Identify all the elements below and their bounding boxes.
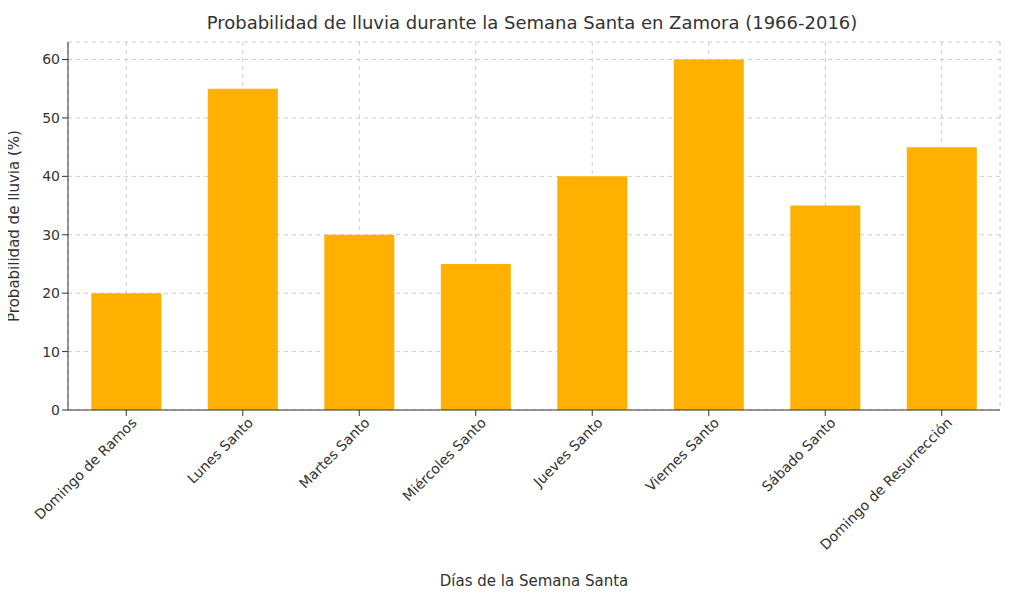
svg-text:50: 50 <box>42 110 60 126</box>
svg-text:60: 60 <box>42 51 60 67</box>
svg-text:Días de la Semana Santa: Días de la Semana Santa <box>440 572 628 590</box>
svg-text:20: 20 <box>42 285 60 301</box>
svg-text:Lunes Santo: Lunes Santo <box>184 414 256 486</box>
svg-text:Sábado Santo: Sábado Santo <box>759 414 839 494</box>
svg-text:Miércoles Santo: Miércoles Santo <box>399 414 489 504</box>
svg-text:30: 30 <box>42 227 60 243</box>
svg-text:Domingo de Resurrección: Domingo de Resurrección <box>817 414 955 552</box>
svg-text:Martes Santo: Martes Santo <box>296 414 373 491</box>
html-text:Probabilidad de lluvia durante: Probabilidad de lluvia durante la Semana… <box>206 12 858 33</box>
svg-text:10: 10 <box>42 344 60 360</box>
svg-text:Probabilidad de lluvia (%): Probabilidad de lluvia (%) <box>8 130 23 322</box>
svg-text:Jueves Santo: Jueves Santo <box>530 414 606 490</box>
svg-text:0: 0 <box>51 402 60 418</box>
svg-text:Viernes Santo: Viernes Santo <box>642 414 722 494</box>
svg-text:Domingo de Ramos: Domingo de Ramos <box>31 414 139 522</box>
svg-text:40: 40 <box>42 168 60 184</box>
